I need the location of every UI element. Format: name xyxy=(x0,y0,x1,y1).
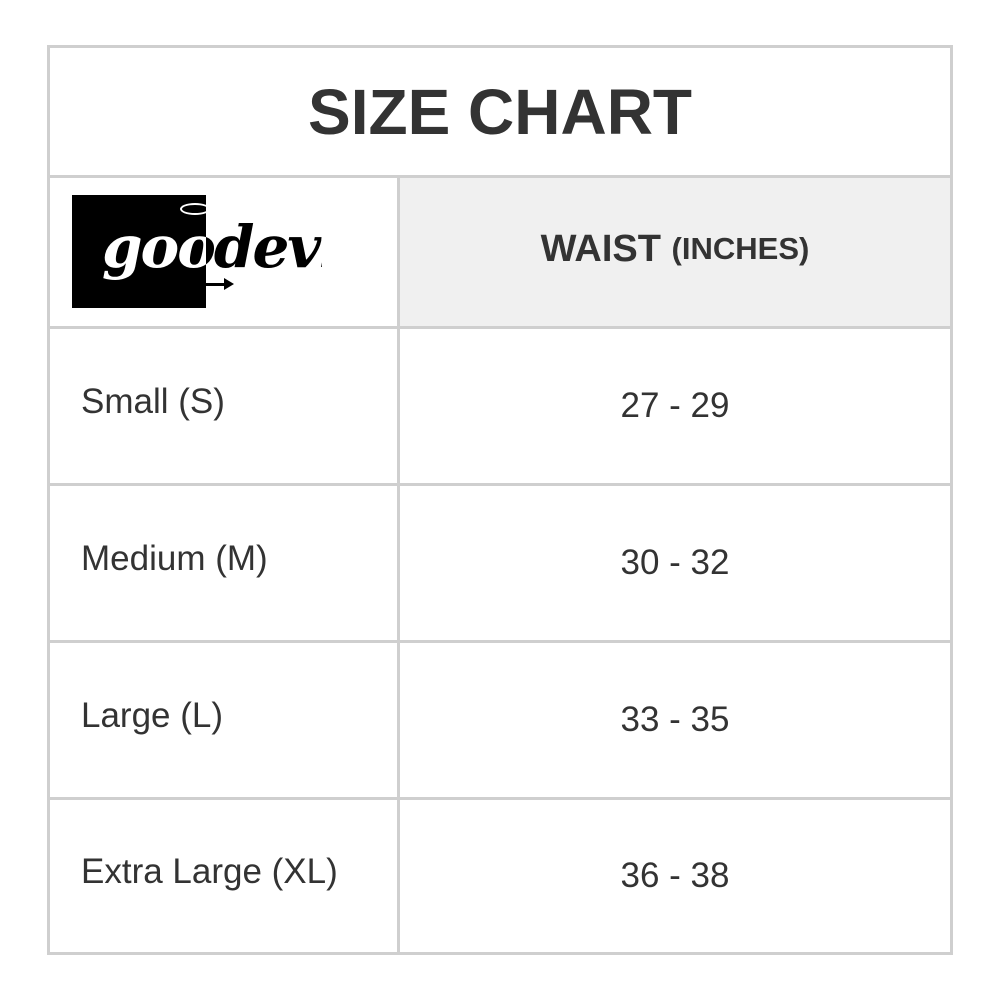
waist-cell: 33 - 35 xyxy=(620,700,730,739)
measure-label: WAIST xyxy=(540,227,661,270)
size-cell: Small (S) xyxy=(50,329,400,483)
waist-cell: 30 - 32 xyxy=(620,543,730,582)
logo-cell: goodevil xyxy=(50,178,400,326)
header-row: goodevil WAIST (INCHES) xyxy=(50,178,950,329)
table-row: Small (S) 27 - 29 xyxy=(50,329,950,486)
waist-cell: 36 - 38 xyxy=(620,856,730,895)
size-cell: Extra Large (XL) xyxy=(50,800,400,952)
brand-logo: goodevil xyxy=(72,195,361,309)
arrow-icon xyxy=(206,278,234,290)
waist-cell: 27 - 29 xyxy=(620,386,730,425)
logo-black-square xyxy=(72,195,206,308)
size-cell: Large (L) xyxy=(50,643,400,797)
halo-icon xyxy=(180,203,210,215)
logo-wordmark: goodevil xyxy=(102,213,361,281)
table-row: Large (L) 33 - 35 xyxy=(50,643,950,800)
table-row: Medium (M) 30 - 32 xyxy=(50,486,950,643)
waist-header: WAIST (INCHES) xyxy=(400,178,950,326)
size-chart-table: SIZE CHART goodevil WAIST (INCHES) Small… xyxy=(47,45,953,955)
table-row: Extra Large (XL) 36 - 38 xyxy=(50,800,950,952)
page-title: SIZE CHART xyxy=(50,48,950,178)
size-cell: Medium (M) xyxy=(50,486,400,640)
unit-label: (INCHES) xyxy=(671,231,810,266)
